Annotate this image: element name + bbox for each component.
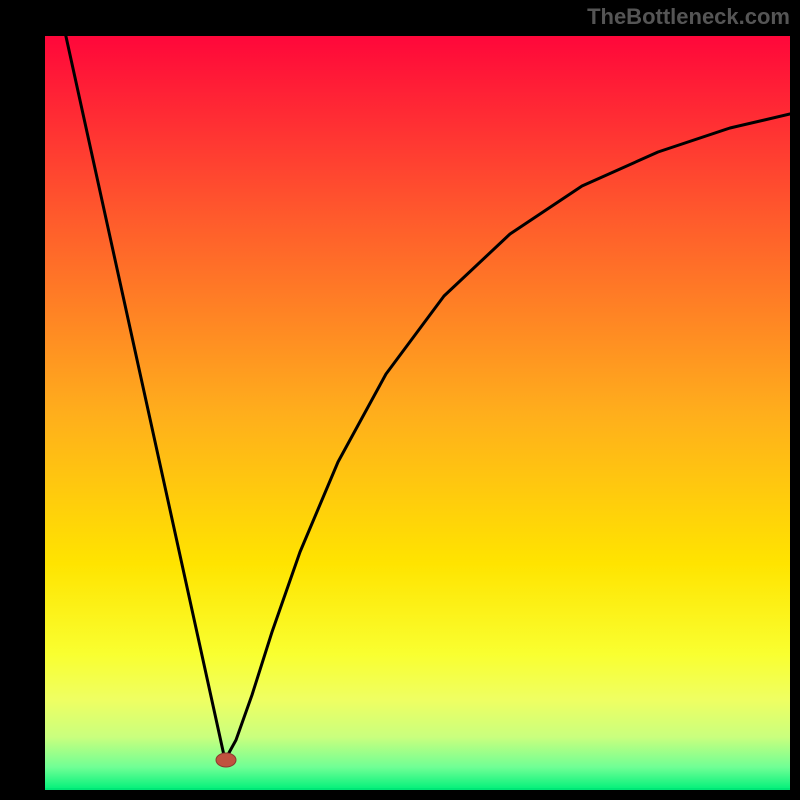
optimum-marker	[216, 753, 236, 767]
watermark-text: TheBottleneck.com	[587, 4, 790, 30]
chart-frame: TheBottleneck.com	[0, 0, 800, 800]
bottleneck-chart	[0, 0, 800, 800]
plot-background	[45, 36, 790, 790]
baseline-band	[45, 788, 790, 790]
